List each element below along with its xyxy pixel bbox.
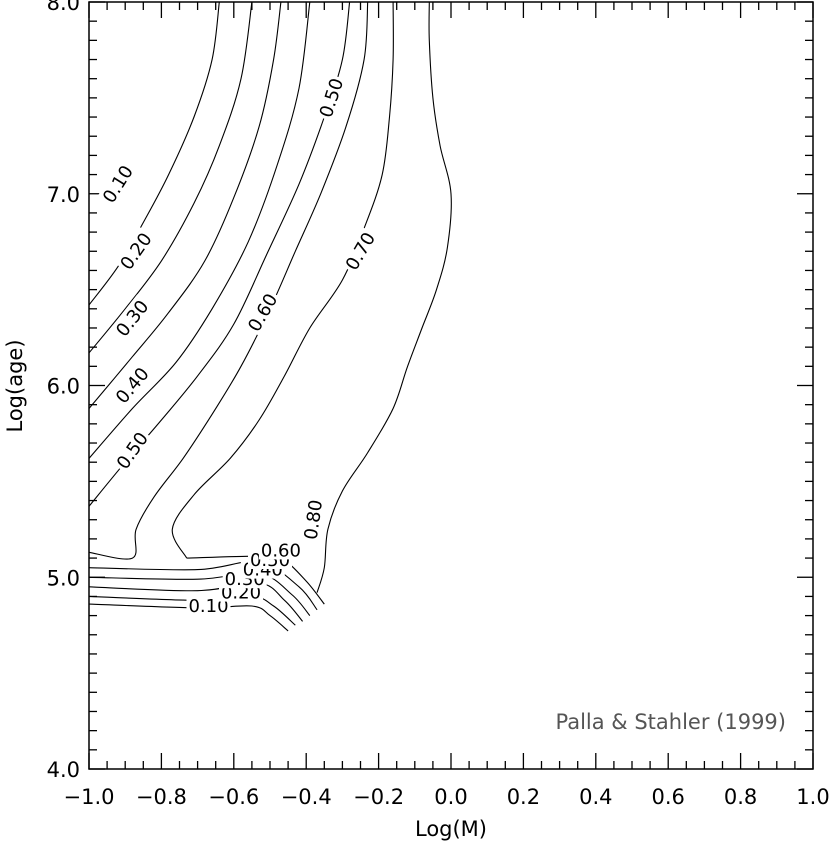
contour-0.20 xyxy=(88,1,253,354)
credit-annotation: Palla & Stahler (1999) xyxy=(556,710,787,734)
plot-frame xyxy=(88,1,814,770)
lower-contour-0.10 xyxy=(88,603,289,632)
contour-0.30 xyxy=(88,1,282,409)
contour-label-bg xyxy=(114,226,157,275)
contour-label-group: 0.70 xyxy=(339,226,380,275)
axis-ticks xyxy=(88,1,814,770)
tick-labels: −1.0 −0.8 −0.6 −0.4 −0.2 0.0 0.2 0.4 0.6 0.8 1.0 4.… xyxy=(47,0,830,809)
contour-label-bg xyxy=(339,226,380,275)
contour-label-group: 0.10 xyxy=(97,159,138,208)
y-tick-label: 5.0 xyxy=(47,566,80,590)
x-tick-label: −0.2 xyxy=(353,785,404,809)
contour-label-bg xyxy=(110,294,154,342)
contour-label: 0.50 xyxy=(316,76,348,121)
x-axis-title: Log(M) xyxy=(415,817,487,841)
contour-label-bg xyxy=(242,288,282,337)
x-tick-label: 0.0 xyxy=(434,785,467,809)
contour-0.80 xyxy=(316,1,452,593)
contour-label-bg xyxy=(109,361,154,409)
contour-label-bg xyxy=(258,539,303,560)
contour-label-group: 0.60 xyxy=(258,539,303,561)
contour-label-group: 0.40 xyxy=(109,361,154,409)
contour-label: 0.10 xyxy=(188,596,228,617)
x-tick-label: −1.0 xyxy=(64,785,115,809)
contour-0.60 xyxy=(88,1,369,560)
contour-label-bg xyxy=(314,73,347,122)
x-tick-label: 0.6 xyxy=(651,785,684,809)
contour-label-group: 0.80 xyxy=(299,496,327,543)
x-tick-label: −0.8 xyxy=(136,785,187,809)
contour-label: 0.60 xyxy=(261,540,301,561)
contour-label-bg xyxy=(299,496,326,543)
y-tick-label: 7.0 xyxy=(47,183,80,207)
x-tick-label: −0.6 xyxy=(208,785,259,809)
x-tick-label: 1.0 xyxy=(796,785,829,809)
x-tick-label: 0.8 xyxy=(724,785,757,809)
contour-0.10 xyxy=(88,1,220,306)
contour-labels: 0.100.200.300.400.500.500.600.700.800.10… xyxy=(97,73,380,617)
x-tick-label: 0.2 xyxy=(507,785,540,809)
y-tick-label: 6.0 xyxy=(47,375,80,399)
contour-label-group: 0.20 xyxy=(114,226,157,275)
x-tick-label: 0.4 xyxy=(579,785,612,809)
contour-0.70 xyxy=(171,1,394,559)
contour-0.40 xyxy=(88,1,311,459)
y-axis-title: Log(age) xyxy=(3,339,27,432)
contour-label: 0.80 xyxy=(301,498,327,541)
y-tick-label: 4.0 xyxy=(47,758,80,782)
contour-label-bg xyxy=(97,159,138,208)
contour-label-bg xyxy=(110,426,153,474)
y-tick-label: 8.0 xyxy=(47,0,80,15)
x-tick-label: −0.4 xyxy=(281,785,332,809)
contour-label-group: 0.50 xyxy=(110,426,153,474)
contour-label-group: 0.50 xyxy=(314,73,348,122)
